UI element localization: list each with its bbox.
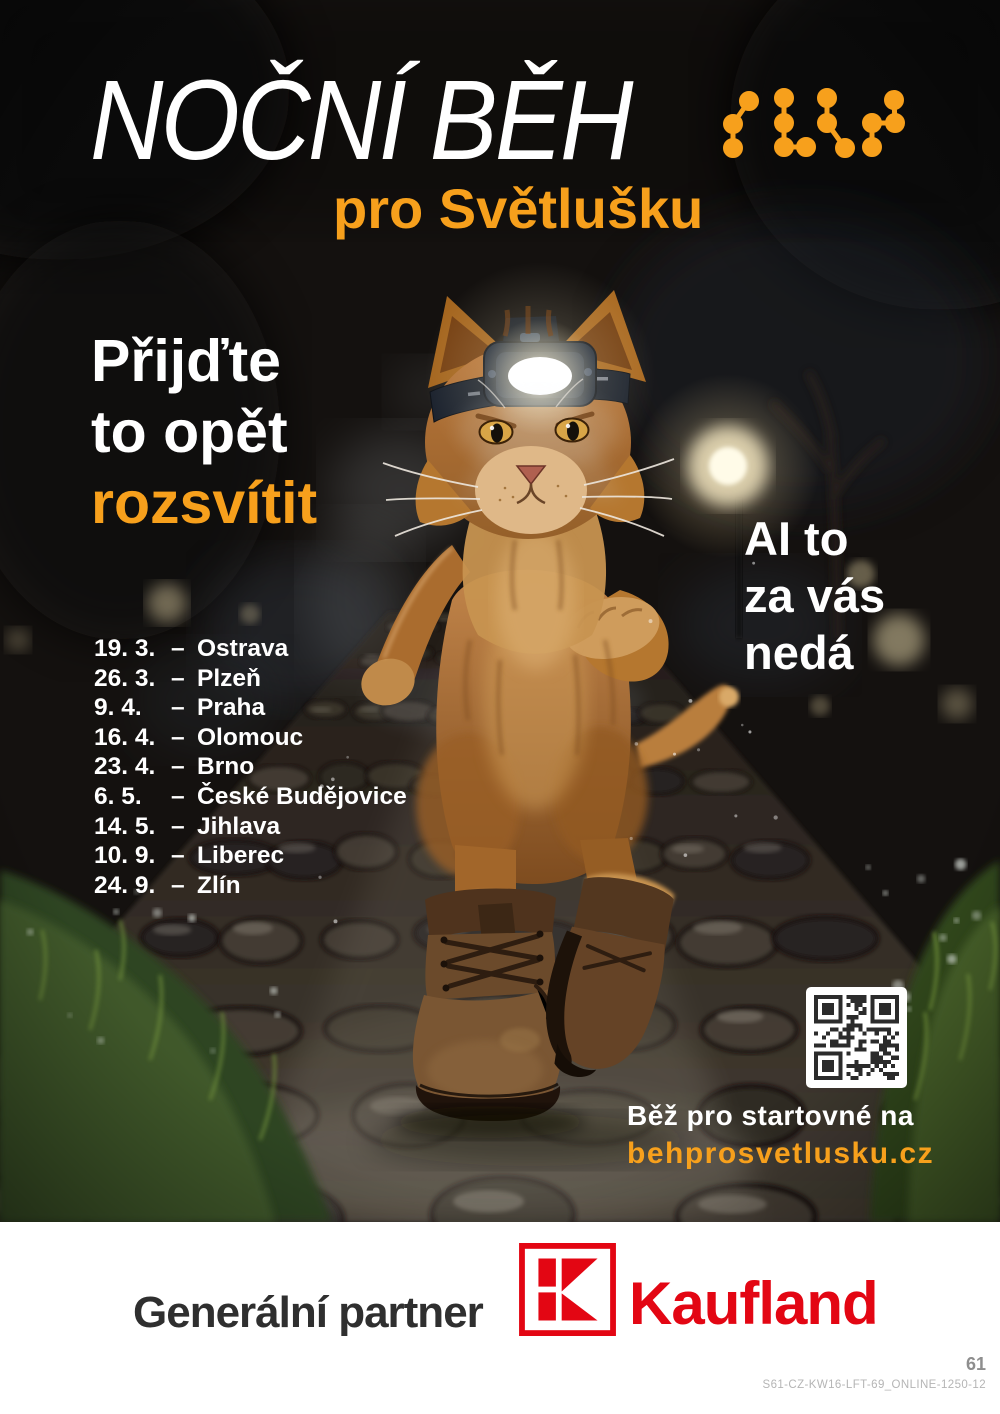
poster-title: NOČNÍ BĚH (90, 57, 633, 183)
event-date: 9. 4. (94, 694, 142, 722)
partner-footer: Generální partner Kaufland 61 S61-CZ-KW1… (0, 1222, 1000, 1414)
qr-code[interactable] (806, 987, 907, 1088)
event-row: 19. 3. – Ostrava (94, 634, 407, 664)
firefly-trail-icon (723, 88, 905, 158)
event-schedule: 19. 3. – Ostrava 26. 3. – Plzeň 9. 4. – Praha … (94, 634, 407, 900)
event-dash: – (171, 782, 185, 810)
event-date: 24. 9. (94, 871, 156, 899)
page-number: 61 (965, 1354, 986, 1374)
print-code: S61-CZ-KW16-LFT-69_ONLINE-1250-12 (762, 1379, 986, 1391)
claim-line-2: za vás (744, 569, 886, 622)
event-row: 14. 5. – Jihlava (94, 812, 407, 842)
cta-url[interactable]: behprosvetlusku.cz (627, 1137, 935, 1170)
kaufland-k-logo (519, 1243, 616, 1336)
event-date: 26. 3. (94, 664, 156, 692)
cta-text: Běž pro startovné na (627, 1100, 914, 1131)
event-dash: – (171, 635, 185, 662)
event-row: 10. 9. – Liberec (94, 841, 407, 871)
event-date: 23. 4. (94, 753, 156, 781)
event-dash: – (171, 723, 185, 751)
event-city: Olomouc (197, 723, 304, 751)
tagline-line-2: to opět (91, 399, 288, 465)
partner-label: Generální partner (133, 1288, 484, 1337)
event-row: 6. 5. – České Budějovice (94, 782, 407, 812)
event-dash: – (171, 694, 185, 722)
cta-block: Běž pro startovné na behprosvetlusku.cz (627, 1100, 934, 1171)
poster-tagline: Přijďte to opět rozsvítit (91, 326, 317, 539)
event-date: 19. 3. (94, 635, 156, 662)
claim-line-1: AI to (744, 512, 849, 565)
event-dash: – (171, 753, 185, 781)
claim-line-3: nedá (744, 626, 854, 679)
poster-subtitle: pro Světlušku (333, 177, 704, 240)
tagline-line-3: rozsvítit (91, 470, 318, 536)
event-city: Praha (197, 694, 266, 722)
night-scene-photo: NOČNÍ BĚH pro Světlušku Přijďte to opět … (0, 0, 1000, 1222)
event-dash: – (171, 842, 185, 870)
event-city: Liberec (197, 842, 285, 870)
event-date: 10. 9. (94, 842, 156, 870)
event-row: 23. 4. – Brno (94, 752, 407, 782)
event-row: 26. 3. – Plzeň (94, 664, 407, 694)
event-dash: – (171, 871, 185, 899)
event-dash: – (171, 664, 185, 692)
event-city: Plzeň (197, 664, 261, 692)
kaufland-wordmark: Kaufland (629, 1270, 879, 1337)
event-row: 9. 4. – Praha (94, 693, 407, 723)
event-city: Brno (197, 753, 255, 781)
claim-text: AI to za vás nedá (744, 510, 885, 681)
event-dash: – (171, 812, 185, 840)
tagline-line-1: Přijďte (91, 328, 281, 394)
event-row: 24. 9. – Zlín (94, 871, 407, 901)
event-city: Jihlava (197, 812, 281, 840)
event-date: 16. 4. (94, 723, 156, 751)
event-city: Zlín (197, 871, 241, 899)
event-date: 14. 5. (94, 812, 156, 840)
event-city: České Budějovice (197, 782, 407, 810)
event-city: Ostrava (197, 635, 289, 662)
event-date: 6. 5. (94, 782, 142, 810)
event-row: 16. 4. – Olomouc (94, 723, 407, 753)
night-run-cat-illustration (0, 0, 1000, 1222)
